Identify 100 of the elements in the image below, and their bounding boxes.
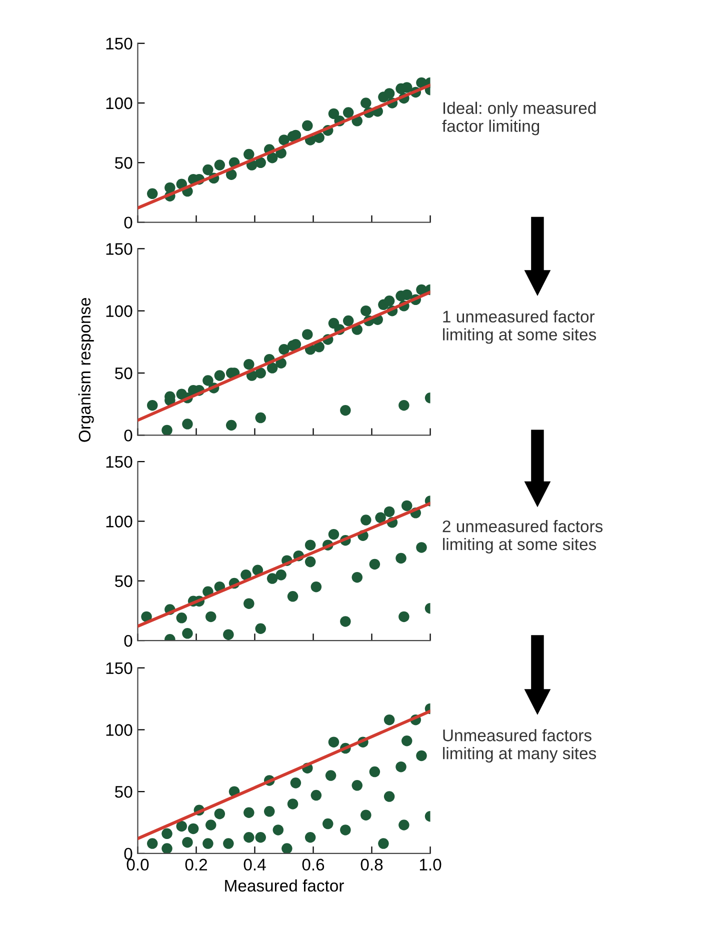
point [141, 611, 152, 622]
point [182, 628, 193, 639]
point [146, 400, 158, 411]
y-tick-label: 50 [115, 786, 132, 798]
y-tick-label: 0 [124, 216, 132, 229]
point [202, 375, 214, 386]
point [255, 832, 266, 843]
point [304, 556, 316, 568]
point [369, 558, 380, 570]
y-tick-label: 100 [106, 97, 132, 110]
point [255, 623, 266, 634]
x-tick-label: 1.0 [420, 858, 442, 871]
point [223, 629, 234, 640]
point [384, 791, 395, 802]
x-tick-label: 0.6 [302, 858, 324, 871]
point [205, 820, 216, 830]
point [304, 832, 316, 843]
text: Unmeasured factors limiting at many sites [443, 729, 596, 763]
point [340, 404, 351, 416]
point [398, 400, 410, 411]
point [396, 761, 406, 772]
point [255, 412, 266, 424]
x-tick-label: 0.2 [185, 858, 207, 871]
y-tick-label: 150 [106, 243, 132, 255]
point [266, 573, 278, 584]
point [266, 362, 278, 374]
point [352, 572, 363, 583]
x-tick-label: 0.8 [360, 858, 383, 871]
x-tick-label: 0.4 [244, 858, 266, 871]
point [244, 807, 254, 818]
point [401, 500, 412, 512]
y-tick-label: 0 [124, 430, 132, 442]
point [162, 424, 172, 436]
y-tick-label: 150 [106, 662, 132, 674]
point [384, 714, 395, 726]
point [272, 824, 284, 836]
point [276, 570, 286, 580]
point [325, 770, 336, 781]
point [342, 107, 354, 118]
point [384, 296, 395, 306]
point [223, 838, 234, 849]
point [360, 810, 372, 820]
point [162, 843, 172, 854]
point [369, 766, 380, 778]
x-tick-label: 0.0 [126, 858, 149, 871]
point [214, 808, 226, 820]
point [416, 542, 427, 553]
point [310, 581, 322, 592]
text: 1 unmeasured factor limiting at some sites [443, 310, 596, 344]
point [340, 616, 351, 627]
text: 2 unmeasured factors limiting at some sites [442, 520, 603, 554]
point [398, 611, 410, 622]
point [244, 148, 254, 160]
point [214, 370, 226, 381]
point [310, 790, 322, 801]
point [384, 506, 395, 518]
point [176, 820, 187, 832]
point [360, 305, 372, 316]
point [244, 598, 254, 609]
point [146, 838, 158, 849]
y-tick-label: 100 [106, 516, 132, 528]
point [176, 612, 187, 624]
y-tick-label: 0 [124, 848, 132, 860]
point [328, 528, 340, 540]
point [278, 134, 290, 146]
y-tick-label: 50 [115, 157, 132, 169]
point [322, 818, 334, 830]
point [360, 98, 372, 108]
point [255, 368, 266, 378]
point [162, 828, 172, 840]
point [282, 843, 292, 854]
y-axis-title: Organism response [78, 298, 94, 442]
point [264, 806, 275, 817]
point [202, 838, 214, 849]
y-tick-label: 50 [115, 575, 132, 588]
point [226, 169, 237, 180]
point [384, 88, 395, 99]
point [202, 164, 214, 176]
point [244, 358, 254, 370]
point [240, 570, 252, 580]
point [314, 342, 324, 352]
point [302, 329, 313, 340]
y-tick-label: 150 [106, 38, 132, 50]
y-tick-label: 50 [115, 367, 132, 380]
point [255, 157, 266, 168]
point [278, 344, 290, 355]
point [328, 736, 340, 748]
text: Ideal: only measured factor limiting [442, 102, 596, 136]
point [396, 552, 406, 564]
point [342, 315, 354, 326]
point [375, 512, 386, 524]
point [398, 820, 410, 830]
point [340, 824, 351, 836]
point [226, 420, 237, 431]
point [287, 798, 298, 810]
point [290, 130, 302, 141]
point [146, 188, 158, 200]
point [214, 160, 226, 170]
point [328, 108, 340, 120]
y-tick-label: 0 [124, 634, 132, 647]
